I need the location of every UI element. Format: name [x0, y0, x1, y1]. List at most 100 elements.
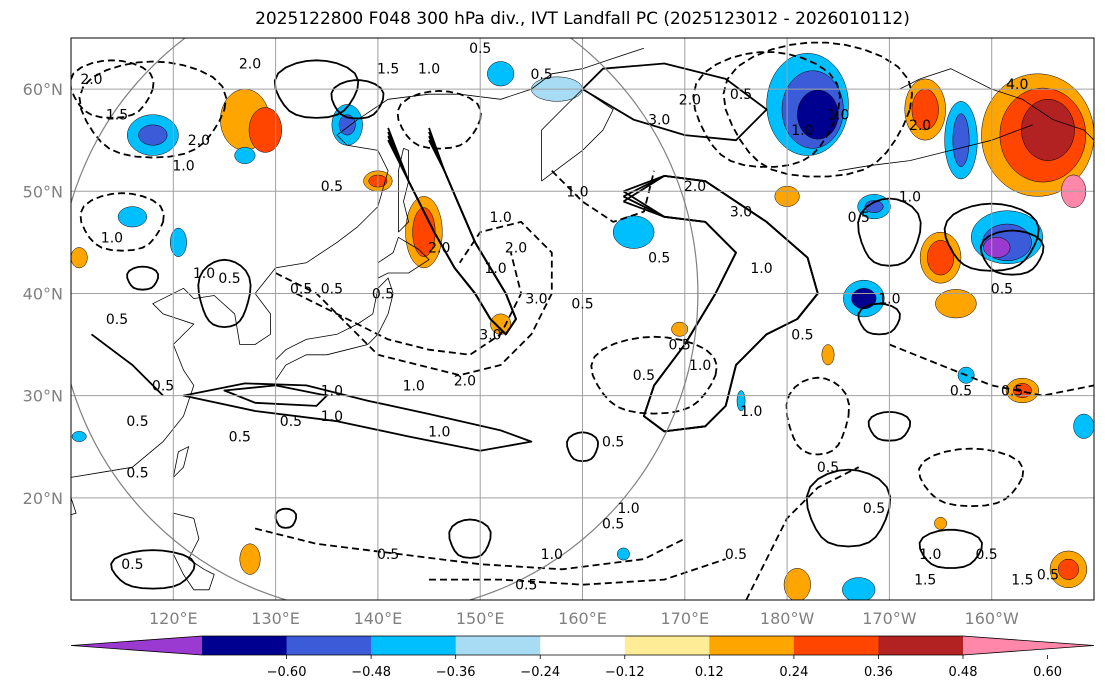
contour-label: 0.5	[218, 271, 240, 287]
range-ring	[71, 38, 699, 600]
contour-label: 1.0	[484, 261, 506, 277]
ivt-shaded-region	[71, 431, 87, 442]
colorbar-band	[878, 636, 964, 655]
contour-label: 3.0	[648, 113, 670, 129]
contour-label: 2.0	[684, 179, 706, 195]
contour-label: 0.5	[1001, 384, 1023, 400]
contour-label: 1.0	[617, 501, 639, 517]
ivt-shaded-region	[71, 247, 88, 269]
positive-contour	[90, 333, 164, 397]
contour-label: 0.5	[515, 578, 537, 594]
colorbar-tick-label: 0.36	[864, 665, 893, 680]
contour-label: 0.5	[571, 297, 593, 313]
lat-tick-label: 40°N	[23, 284, 63, 303]
coastline	[838, 124, 1033, 172]
ivt-shaded-region	[783, 568, 811, 600]
contour-label: 0.5	[1037, 567, 1059, 583]
contour-label: 1.0	[193, 266, 215, 282]
positive-contour	[805, 468, 892, 548]
contour-label: 0.5	[848, 210, 870, 226]
contour-label: 2.0	[679, 92, 701, 108]
chart-title: 2025122800 F048 300 hPa div., IVT Landfa…	[255, 9, 910, 29]
colorbar-band	[371, 636, 457, 655]
colorbar-tick-label: −0.48	[351, 665, 391, 680]
lat-tick-label: 50°N	[23, 182, 63, 201]
coastline	[275, 277, 394, 381]
contour-label: 4.0	[1006, 77, 1028, 93]
contour-label: 0.5	[126, 465, 148, 481]
axis-tick-labels: 60°N 50°N 40°N 30°N 20°N 120°E 130°E 140°E 150°E…	[23, 80, 1019, 628]
colorbar-tick-label: −0.60	[267, 665, 307, 680]
colorbar-extend-high	[963, 636, 1094, 655]
contour-label: 1.0	[689, 358, 711, 374]
positive-contour	[867, 411, 911, 442]
negative-contour	[79, 192, 165, 252]
contour-label: 2.0	[454, 373, 476, 389]
lat-tick-label: 30°N	[23, 387, 63, 406]
contour-label: 0.5	[372, 286, 394, 302]
positive-contour	[622, 175, 819, 433]
contour-label: 1.0	[919, 547, 941, 563]
negative-contour	[71, 59, 155, 119]
colorbar-band	[709, 636, 795, 655]
contour-label: 0.5	[791, 327, 813, 343]
colorbar-band	[455, 636, 541, 655]
colorbar-tick-label: −0.24	[520, 665, 560, 680]
positive-contour	[581, 62, 768, 142]
lon-tick-label: 160°W	[965, 609, 1020, 628]
coastline	[71, 497, 77, 516]
ivt-shaded-region	[952, 113, 970, 167]
positive-contour	[182, 382, 533, 452]
contour-label: 1.0	[428, 424, 450, 440]
contour-label: 0.5	[126, 414, 148, 430]
contour-label: 1.0	[490, 210, 512, 226]
contour-label: 0.5	[321, 179, 343, 195]
ivt-shaded-region	[1021, 99, 1075, 161]
contour-label: 1.0	[750, 261, 772, 277]
colorbar-band	[624, 636, 710, 655]
ivt-shaded-region	[248, 107, 282, 153]
coastline	[541, 88, 614, 182]
lat-tick-label: 60°N	[23, 80, 63, 99]
contour-label-layer: 2.0 1.5 1.00.50.52.01.52.01.00.53.02.0 0.51…	[80, 41, 1059, 593]
ivt-shaded-region	[234, 147, 256, 164]
contour-label: 1.0	[541, 547, 563, 563]
ivt-shaded-region	[842, 577, 876, 600]
contour-label: 1.0	[403, 378, 425, 394]
contour-label: 1.5	[1011, 573, 1033, 589]
contour-label: 0.5	[290, 281, 312, 297]
positive-contour	[274, 507, 297, 529]
contour-label: 0.5	[991, 281, 1013, 297]
contour-label: 0.5	[469, 41, 491, 57]
ivt-shaded-region	[983, 237, 1011, 258]
ivt-shaded-region	[797, 89, 839, 140]
contour-label: 2.0	[188, 133, 210, 149]
ivt-shaded-region	[169, 227, 187, 257]
ivt-shaded-region	[671, 321, 689, 337]
contour-label: 3.0	[730, 205, 752, 221]
negative-contour	[78, 60, 227, 159]
coastline	[377, 236, 430, 279]
ivt-shading-layer	[71, 53, 1094, 600]
contour-label: 2.0	[428, 240, 450, 256]
lon-tick-label: 160°E	[558, 609, 607, 628]
ivt-shaded-region	[864, 200, 884, 213]
negative-contour	[396, 90, 482, 150]
contour-label: 0.5	[975, 547, 997, 563]
positive-contour	[566, 431, 599, 462]
ivt-shaded-region	[617, 547, 630, 561]
ivt-shaded-region	[1057, 558, 1079, 580]
contour-label: 1.0	[791, 123, 813, 139]
colorbar-band	[540, 636, 626, 655]
colorbar-band	[793, 636, 879, 655]
negative-contour	[275, 221, 553, 377]
contour-label: 1.0	[172, 159, 194, 175]
lat-tick-label: 20°N	[23, 489, 63, 508]
positive-contour	[622, 175, 819, 433]
contour-label: 1.0	[101, 230, 123, 246]
ivt-shaded-region	[935, 289, 977, 319]
colorbar-extend-low	[71, 636, 202, 655]
contour-label: 0.5	[863, 501, 885, 517]
colorbar-tick-label: 0.60	[1033, 665, 1062, 680]
lon-tick-label: 130°E	[251, 609, 300, 628]
